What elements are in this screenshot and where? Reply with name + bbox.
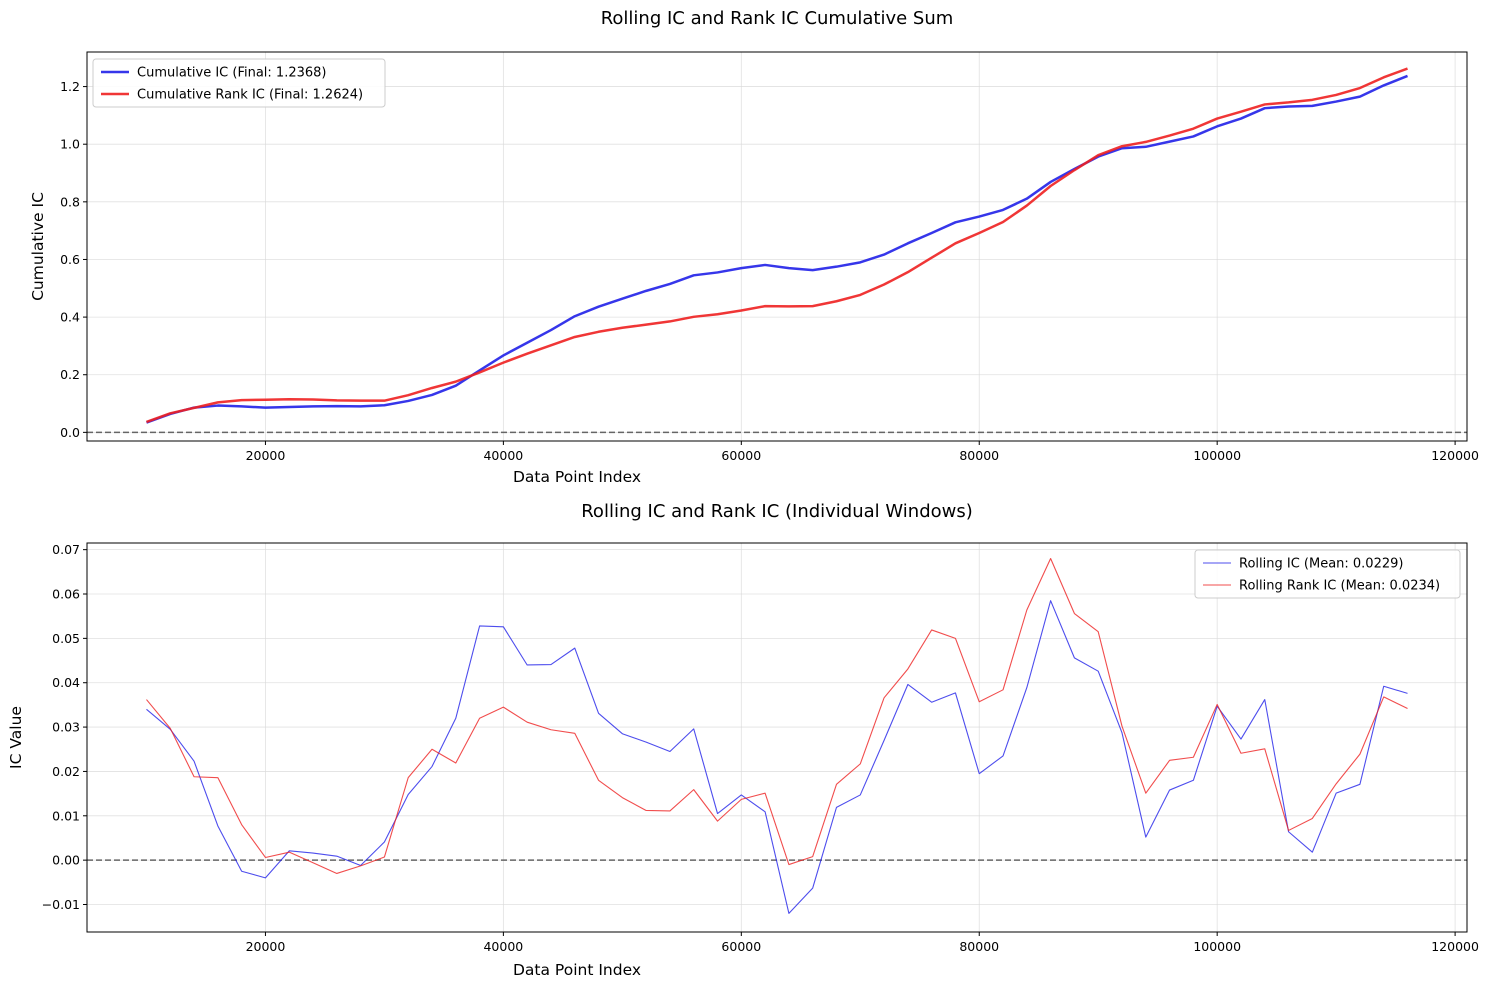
x-tick-label: 40000 <box>483 939 523 954</box>
y-tick-label: 0.0 <box>60 425 80 440</box>
y-axis-label: IC Value <box>7 706 25 769</box>
y-tick-label: −0.01 <box>42 897 80 912</box>
series-line-rank-ic <box>146 67 1408 424</box>
x-tick-label: 20000 <box>246 939 286 954</box>
legend-entry: Cumulative Rank IC (Final: 1.2624) <box>137 88 363 103</box>
plot-frame <box>86 51 1468 442</box>
series-line-ic <box>146 74 1408 424</box>
y-tick-label: 0.02 <box>52 764 80 779</box>
x-tick-label: 60000 <box>721 448 761 463</box>
x-axis-label: Data Point Index <box>513 468 641 486</box>
legend-box <box>92 58 386 108</box>
legend-box <box>1194 549 1461 599</box>
y-tick-label: 0.6 <box>60 252 80 267</box>
x-tick-label: 100000 <box>1193 939 1241 954</box>
y-tick-label: 0.03 <box>52 720 80 735</box>
legend: Cumulative IC (Final: 1.2368) Cumulative … <box>92 58 386 108</box>
y-tick-label: 0.06 <box>52 587 80 602</box>
y-tick-label: 0.04 <box>52 675 80 690</box>
y-tick-label: 0.01 <box>52 808 80 823</box>
x-tick-label: 100000 <box>1193 448 1241 463</box>
y-tick-label: 0.8 <box>60 194 80 209</box>
legend-entry: Rolling Rank IC (Mean: 0.0234) <box>1239 579 1440 594</box>
legend-entry: Rolling IC (Mean: 0.0229) <box>1239 557 1403 572</box>
subplot-title: Rolling IC and Rank IC Cumulative Sum <box>601 8 954 29</box>
y-tick-label: 0.00 <box>52 853 80 868</box>
x-tick-label: 80000 <box>959 448 999 463</box>
x-tick-label: 80000 <box>959 939 999 954</box>
x-tick-label: 60000 <box>721 939 761 954</box>
series-line-ic <box>146 600 1408 914</box>
y-tick-label: 0.07 <box>52 542 80 557</box>
subplot-1: 20000 40000 60000 80000 100000 120000 0.0 0.2 0.… <box>29 8 1479 486</box>
x-tick-label: 20000 <box>246 448 286 463</box>
plot-frame <box>86 542 1468 933</box>
y-tick-label: 0.2 <box>60 367 80 382</box>
y-axis-label: Cumulative IC <box>29 192 47 301</box>
legend: Rolling IC (Mean: 0.0229) Rolling Rank IC… <box>1194 549 1461 599</box>
x-tick-label: 40000 <box>483 448 523 463</box>
y-tick-label: 0.05 <box>52 631 80 646</box>
y-tick-label: 1.0 <box>60 137 80 152</box>
legend-entry: Cumulative IC (Final: 1.2368) <box>137 66 326 81</box>
x-tick-label: 120000 <box>1431 939 1479 954</box>
x-axis-label: Data Point Index <box>513 961 641 979</box>
series-line-rank-ic <box>146 557 1408 875</box>
subplot-title: Rolling IC and Rank IC (Individual Windo… <box>581 501 973 522</box>
x-tick-label: 120000 <box>1431 448 1479 463</box>
subplot-2: 20000 40000 60000 80000 100000 120000 −0.01 0.0… <box>7 501 1479 979</box>
y-tick-label: 0.4 <box>60 310 80 325</box>
y-tick-label: 1.2 <box>60 79 80 94</box>
